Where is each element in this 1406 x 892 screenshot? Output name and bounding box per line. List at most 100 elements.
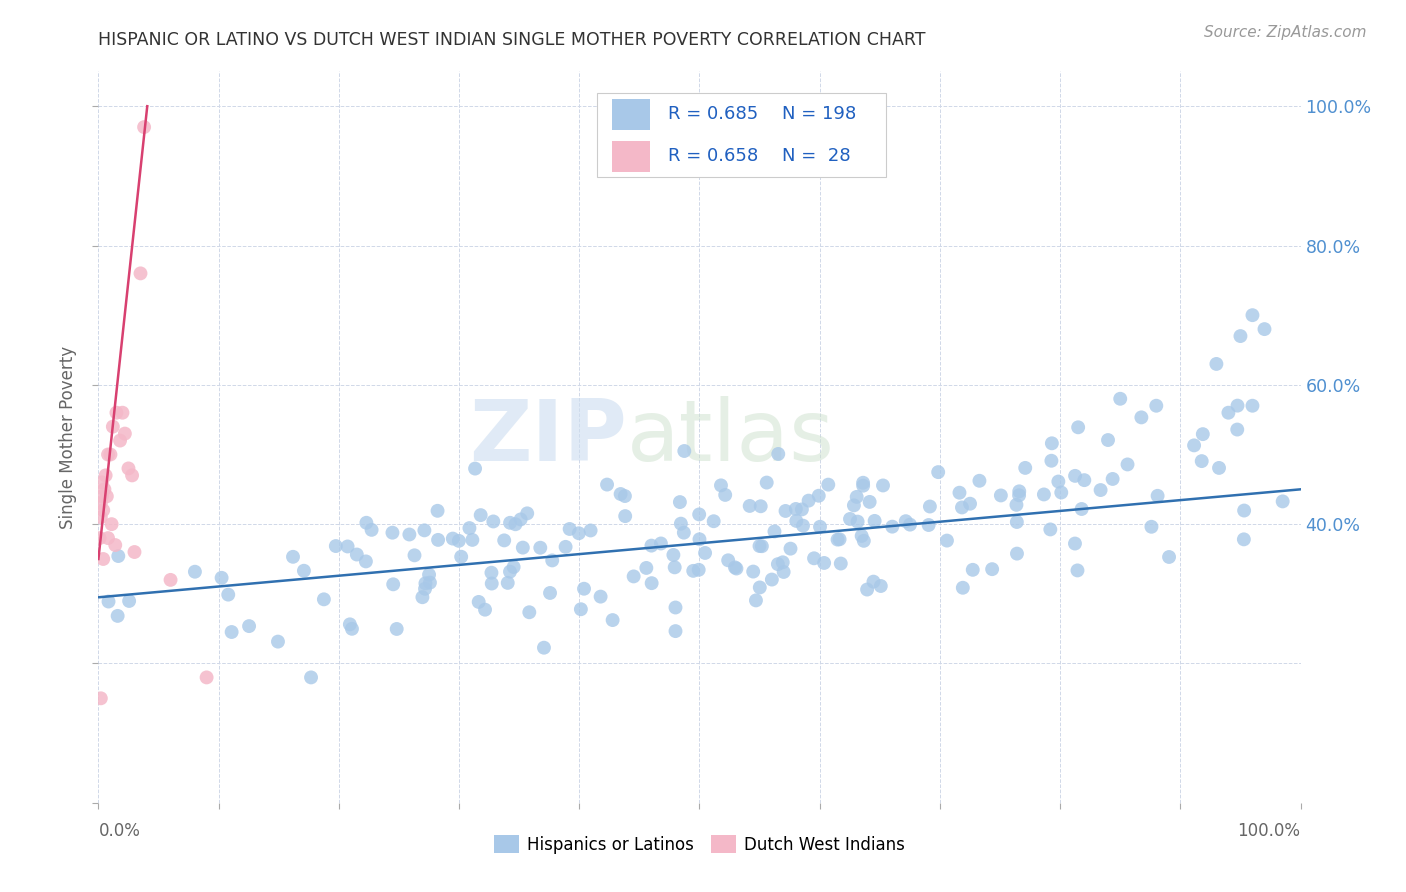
Point: [90, 496, 112, 510]
Point: [950, 500, 973, 515]
Point: [846, 515, 869, 529]
Point: [100, 517, 122, 532]
Point: [1040, 454, 1063, 468]
Point: [1229, 329, 1251, 343]
Point: [803, 551, 825, 566]
Point: [717, 553, 740, 567]
Point: [100, 448, 122, 462]
Point: [1097, 433, 1119, 447]
Point: [418, 567, 440, 582]
Point: [669, 495, 692, 509]
Point: [117, 461, 139, 475]
Text: Source: ZipAtlas.com: Source: ZipAtlas.com: [1204, 25, 1367, 40]
Point: [579, 524, 602, 538]
Point: [785, 514, 807, 528]
Text: R = 0.685: R = 0.685: [668, 105, 758, 123]
Point: [411, 591, 433, 605]
Text: atlas: atlas: [627, 395, 835, 479]
Point: [779, 541, 801, 556]
Point: [898, 517, 921, 532]
Point: [101, 419, 124, 434]
Point: [640, 576, 662, 591]
Point: [129, 266, 152, 280]
Point: [1014, 461, 1036, 475]
Point: [441, 532, 464, 546]
Point: [751, 539, 773, 553]
Point: [118, 594, 141, 608]
Point: [91, 503, 114, 517]
Point: [360, 523, 382, 537]
Point: [828, 533, 851, 547]
Point: [1040, 436, 1063, 450]
Point: [1191, 427, 1213, 442]
FancyBboxPatch shape: [612, 141, 650, 172]
Point: [481, 576, 503, 591]
Point: [114, 426, 136, 441]
Point: [738, 499, 761, 513]
Point: [572, 582, 595, 596]
Point: [672, 525, 695, 540]
Point: [1144, 399, 1167, 413]
Point: [94, 468, 117, 483]
Point: [1116, 458, 1139, 472]
Point: [267, 634, 290, 648]
Point: [529, 541, 551, 555]
Point: [613, 489, 636, 503]
Point: [851, 529, 873, 543]
Point: [688, 508, 710, 522]
Point: [710, 478, 733, 492]
Text: 100.0%: 100.0%: [1237, 822, 1301, 839]
Point: [797, 493, 820, 508]
Point: [90, 691, 112, 706]
Point: [813, 556, 835, 570]
Point: [664, 600, 686, 615]
Point: [852, 475, 875, 490]
Point: [121, 468, 143, 483]
Point: [662, 548, 685, 562]
Point: [1233, 503, 1256, 517]
Point: [859, 495, 882, 509]
Point: [845, 490, 868, 504]
Point: [336, 540, 359, 554]
Point: [541, 553, 564, 567]
Point: [97, 594, 120, 608]
Point: [1066, 563, 1088, 577]
Point: [502, 560, 524, 574]
Point: [948, 485, 970, 500]
Point: [725, 561, 748, 575]
Point: [1008, 484, 1031, 499]
Point: [1140, 520, 1163, 534]
Point: [673, 444, 696, 458]
Point: [554, 540, 576, 554]
Point: [461, 533, 484, 547]
Point: [768, 447, 790, 461]
Point: [419, 575, 441, 590]
Point: [195, 670, 218, 684]
Point: [596, 477, 619, 491]
Point: [664, 560, 686, 574]
Point: [1157, 549, 1180, 564]
Point: [105, 406, 128, 420]
Point: [749, 500, 772, 514]
Point: [512, 541, 534, 555]
Point: [882, 519, 904, 533]
Point: [1067, 420, 1090, 434]
Point: [91, 552, 114, 566]
Point: [703, 514, 725, 528]
Legend: Hispanics or Latinos, Dutch West Indians: Hispanics or Latinos, Dutch West Indians: [488, 829, 911, 860]
Point: [238, 619, 260, 633]
Point: [990, 488, 1012, 502]
Point: [325, 539, 347, 553]
Point: [842, 499, 865, 513]
Point: [1064, 468, 1087, 483]
Point: [827, 533, 849, 547]
Point: [755, 475, 778, 490]
Point: [862, 574, 884, 589]
Point: [763, 524, 786, 539]
Text: 0.0%: 0.0%: [98, 822, 141, 839]
Point: [91, 475, 114, 490]
Point: [650, 536, 672, 550]
Point: [111, 406, 134, 420]
Point: [959, 497, 981, 511]
FancyBboxPatch shape: [598, 94, 886, 178]
